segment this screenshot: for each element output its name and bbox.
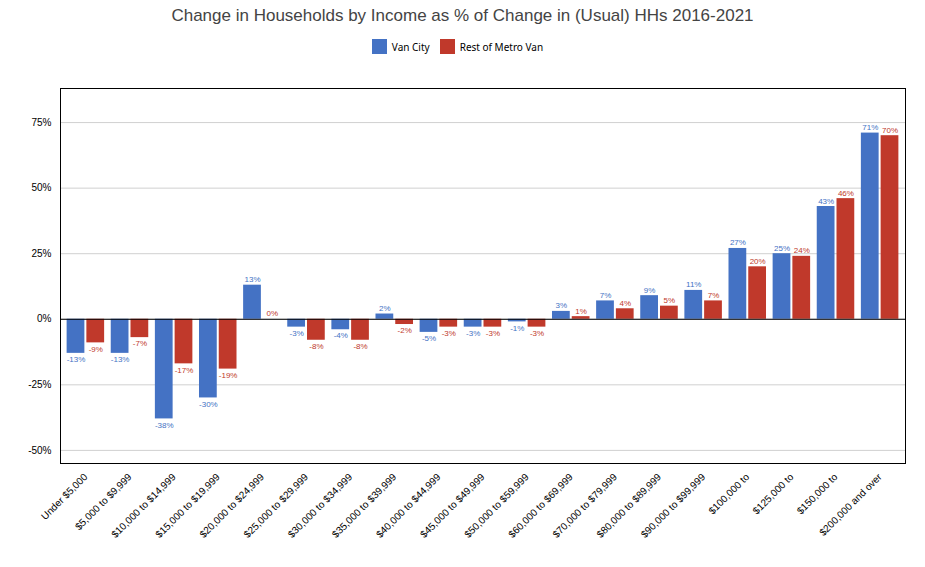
svg-text:20%: 20% — [750, 257, 766, 266]
svg-text:13%: 13% — [244, 275, 260, 284]
svg-text:75%: 75% — [31, 117, 51, 128]
svg-text:-3%: -3% — [530, 329, 544, 338]
svg-text:-19%: -19% — [219, 371, 238, 380]
svg-text:-13%: -13% — [111, 355, 130, 364]
html-text:Van City: Van City — [391, 39, 430, 54]
svg-text:70%: 70% — [882, 126, 898, 135]
svg-text:$35,000 to $39,999: $35,000 to $39,999 — [329, 471, 399, 540]
svg-text:$150,000 to: $150,000 to — [795, 471, 840, 516]
svg-text:-9%: -9% — [89, 345, 103, 354]
svg-text:-38%: -38% — [155, 421, 174, 430]
svg-text:-4%: -4% — [334, 331, 348, 340]
svg-text:2%: 2% — [379, 304, 391, 313]
svg-text:24%: 24% — [794, 246, 810, 255]
svg-text:-3%: -3% — [442, 329, 456, 338]
svg-text:-7%: -7% — [133, 339, 147, 348]
svg-text:-3%: -3% — [290, 329, 304, 338]
svg-text:46%: 46% — [838, 189, 854, 198]
svg-text:3%: 3% — [556, 301, 568, 310]
svg-text:0%: 0% — [37, 313, 52, 324]
svg-text:-50%: -50% — [28, 445, 51, 456]
svg-text:-30%: -30% — [199, 400, 218, 409]
svg-text:$70,000 to $79,999: $70,000 to $79,999 — [550, 471, 620, 540]
svg-text:27%: 27% — [730, 238, 746, 247]
svg-text:-2%: -2% — [398, 326, 412, 335]
svg-text:7%: 7% — [600, 291, 612, 300]
svg-text:5%: 5% — [664, 296, 676, 305]
svg-text:11%: 11% — [686, 280, 701, 289]
svg-text:$100,000 to: $100,000 to — [706, 471, 751, 516]
svg-text:-17%: -17% — [175, 366, 194, 375]
svg-text:-8%: -8% — [353, 342, 367, 351]
svg-text:$90,000 to $99,999: $90,000 to $99,999 — [639, 471, 708, 540]
html-text:Change in Households by Income: Change in Households by Income as % of C… — [171, 6, 754, 25]
svg-text:$20,000 to $24,999: $20,000 to $24,999 — [197, 471, 267, 540]
svg-text:-13%: -13% — [67, 355, 86, 364]
svg-text:$30,000 to $34,999: $30,000 to $34,999 — [285, 471, 355, 540]
svg-text:43%: 43% — [818, 197, 834, 206]
svg-text:$50,000 to $59,999: $50,000 to $59,999 — [462, 471, 531, 540]
svg-text:$25,000 to $29,999: $25,000 to $29,999 — [241, 471, 311, 540]
svg-text:25%: 25% — [774, 244, 790, 253]
svg-text:$60,000 to $69,999: $60,000 to $69,999 — [506, 471, 575, 540]
svg-text:$15,000 to $19,999: $15,000 to $19,999 — [153, 471, 222, 540]
svg-text:1%: 1% — [575, 307, 587, 316]
svg-text:71%: 71% — [862, 123, 878, 132]
svg-text:25%: 25% — [31, 248, 51, 259]
svg-text:-8%: -8% — [309, 342, 323, 351]
svg-text:-1%: -1% — [510, 324, 524, 333]
svg-text:$10,000 to $14,999: $10,000 to $14,999 — [109, 471, 178, 540]
svg-text:$5,000 to $9,999: $5,000 to $9,999 — [72, 471, 134, 533]
svg-text:$200,000 and over: $200,000 and over — [817, 471, 884, 538]
svg-text:$45,000 to $49,999: $45,000 to $49,999 — [417, 471, 487, 540]
svg-text:50%: 50% — [31, 182, 51, 193]
html-text:Rest of Metro Van: Rest of Metro Van — [459, 39, 544, 54]
svg-text:0%: 0% — [266, 309, 278, 318]
svg-text:7%: 7% — [708, 291, 720, 300]
svg-text:9%: 9% — [644, 286, 656, 295]
svg-text:4%: 4% — [619, 299, 631, 308]
svg-text:$125,000 to: $125,000 to — [750, 471, 795, 516]
svg-text:-25%: -25% — [28, 379, 51, 390]
svg-text:-3%: -3% — [466, 329, 480, 338]
svg-text:$80,000 to $89,999: $80,000 to $89,999 — [594, 471, 664, 540]
svg-text:-3%: -3% — [486, 329, 500, 338]
svg-text:Under $5,000: Under $5,000 — [38, 471, 90, 522]
svg-text:-5%: -5% — [422, 334, 436, 343]
svg-text:$40,000 to $44,999: $40,000 to $44,999 — [373, 471, 443, 540]
